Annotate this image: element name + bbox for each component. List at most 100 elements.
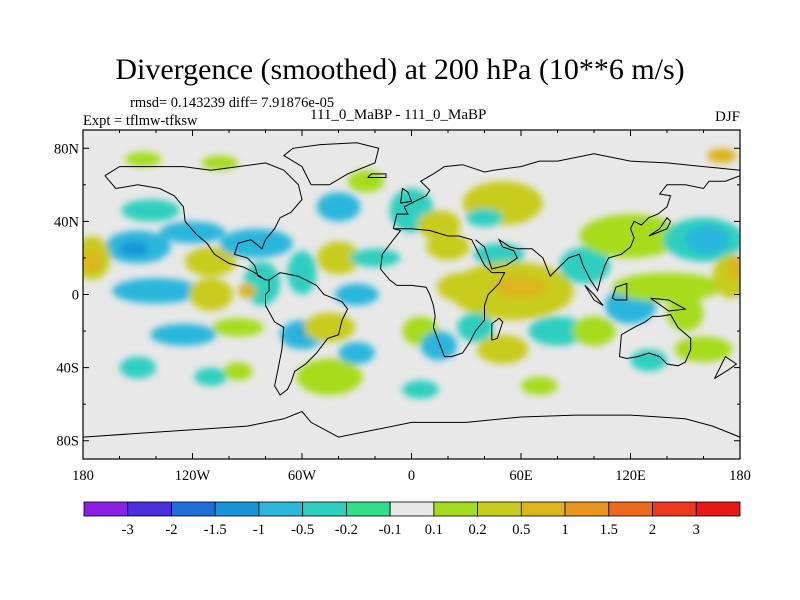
anomaly-blob-8 bbox=[112, 278, 200, 304]
colorbar-box-11 bbox=[564, 501, 610, 517]
anomaly-blob-57 bbox=[521, 376, 558, 395]
anomaly-blob-26 bbox=[349, 248, 401, 267]
anomaly-blob-56 bbox=[402, 380, 439, 399]
coastline-layer bbox=[83, 142, 740, 438]
colorbar-label: -3 bbox=[122, 522, 134, 538]
anomaly-blob-55 bbox=[707, 148, 737, 163]
anomaly-blob-12 bbox=[238, 283, 257, 299]
colorbar-label: 0.5 bbox=[512, 522, 530, 538]
coastline-4 bbox=[392, 153, 740, 229]
anomaly-blob-34 bbox=[426, 234, 470, 260]
colorbar-label: 1 bbox=[561, 522, 568, 538]
colorbar-label: -0.1 bbox=[379, 522, 402, 538]
colorbar: -3 -2 -1.5 -1 -0.5 -0.2 -0.1 0.1 0.2 0.5 1 1.5 2 3 bbox=[83, 501, 741, 538]
anomaly-blob-16 bbox=[194, 367, 228, 386]
anomaly-blob-36 bbox=[495, 276, 547, 299]
coastline-6 bbox=[475, 175, 740, 293]
anomaly-blob-24 bbox=[316, 241, 361, 275]
colorbar-box-14 bbox=[695, 501, 741, 517]
colorbar-box-13 bbox=[652, 501, 697, 517]
y-tick-label: 80N bbox=[54, 141, 80, 157]
anomaly-blob-15 bbox=[119, 356, 157, 379]
anomaly-blob-6 bbox=[159, 221, 226, 244]
anomaly-blob-43 bbox=[559, 246, 611, 284]
colorbar-label: -0.5 bbox=[291, 522, 314, 538]
colorbar-box-5 bbox=[302, 501, 347, 517]
coastline-12 bbox=[650, 297, 687, 312]
colorbar-label: 1.5 bbox=[600, 522, 618, 538]
anomaly-blob-42 bbox=[528, 316, 587, 346]
x-tick-label: 0 bbox=[408, 468, 415, 484]
coastline-16 bbox=[714, 355, 738, 380]
anomaly-blob-44 bbox=[572, 316, 616, 346]
x-tick-label: 180 bbox=[729, 468, 751, 484]
anomaly-blob-23 bbox=[287, 250, 317, 295]
coastline-15 bbox=[367, 173, 387, 178]
y-tick-label: 80S bbox=[56, 434, 79, 450]
anomaly-blob-49 bbox=[685, 225, 729, 255]
colorbar-label: 0.2 bbox=[469, 522, 487, 538]
colorbar-box-6 bbox=[345, 501, 391, 517]
anomaly-blob-53 bbox=[674, 336, 733, 363]
center-string: 111_0_MaBP - 111_0_MaBP bbox=[310, 107, 487, 123]
anomaly-blob-14 bbox=[212, 318, 264, 337]
anomaly-blob-9 bbox=[188, 278, 233, 311]
coastline-1 bbox=[104, 175, 266, 281]
x-axis: 180 120W 60W 0 60E 120E 180 bbox=[72, 130, 751, 484]
coastline-13 bbox=[648, 216, 672, 237]
y-axis: 80N 40N 0 40S 80S bbox=[54, 141, 740, 450]
anomaly-blob-27 bbox=[316, 192, 361, 222]
anomaly-blob-25 bbox=[334, 283, 379, 306]
coastline-11 bbox=[611, 282, 628, 301]
anomaly-blob-0 bbox=[124, 151, 162, 167]
colorbar-box-12 bbox=[608, 501, 653, 517]
anomaly-blob-13 bbox=[150, 323, 217, 346]
anomaly-blob-28 bbox=[347, 170, 385, 193]
anomaly-blob-32 bbox=[466, 208, 503, 227]
y-tick-label: 40N bbox=[54, 214, 80, 230]
anomaly-blob-58 bbox=[201, 155, 239, 171]
anomaly-blob-3 bbox=[119, 241, 149, 257]
colorbar-box-1 bbox=[127, 501, 172, 517]
coastline-10 bbox=[584, 285, 604, 306]
x-tick-label: 60W bbox=[288, 468, 317, 484]
anomaly-blob-10 bbox=[219, 228, 293, 258]
anomaly-blob-11 bbox=[243, 261, 281, 306]
colorbar-box-3 bbox=[214, 501, 260, 517]
anomaly-blob-17 bbox=[223, 362, 253, 381]
colorbar-box-0 bbox=[83, 501, 129, 517]
anomaly-blob-50 bbox=[612, 272, 722, 302]
coastline-0 bbox=[104, 162, 303, 281]
colorbar-box-9 bbox=[477, 501, 522, 517]
colorbar-label: -1 bbox=[253, 522, 265, 538]
anomaly-blob-22 bbox=[338, 342, 376, 364]
contour-fill-layer bbox=[83, 148, 740, 399]
colorbar-label: -0.2 bbox=[335, 522, 358, 538]
coastline-5 bbox=[379, 228, 506, 358]
chart-title: Divergence (smoothed) at 200 hPa (10**6 … bbox=[115, 53, 685, 86]
y-tick-label: 0 bbox=[72, 288, 79, 304]
coastline-14 bbox=[400, 187, 413, 204]
anomaly-blob-33 bbox=[473, 243, 525, 266]
colorbar-box-4 bbox=[258, 501, 304, 517]
coastline-8 bbox=[491, 317, 504, 341]
anomaly-blob-7 bbox=[185, 247, 237, 277]
colorbar-box-7 bbox=[389, 501, 435, 517]
anomaly-blob-21 bbox=[296, 358, 363, 396]
anomaly-blob-5 bbox=[83, 250, 102, 273]
colorbar-box-2 bbox=[171, 501, 216, 517]
coastline-7 bbox=[618, 314, 692, 367]
coastline-2 bbox=[265, 272, 349, 396]
anomaly-blob-47 bbox=[579, 214, 682, 258]
colorbar-box-10 bbox=[520, 501, 566, 517]
x-tick-label: 180 bbox=[72, 468, 94, 484]
anomaly-blob-39 bbox=[420, 331, 458, 361]
coastline-9 bbox=[83, 410, 740, 438]
colorbar-box-8 bbox=[433, 501, 478, 517]
y-tick-label: 40S bbox=[56, 361, 79, 377]
colorbar-label: 2 bbox=[649, 522, 656, 538]
anomaly-blob-52 bbox=[727, 256, 740, 279]
colorbar-label: -2 bbox=[165, 522, 177, 538]
colorbar-label: 3 bbox=[693, 522, 700, 538]
